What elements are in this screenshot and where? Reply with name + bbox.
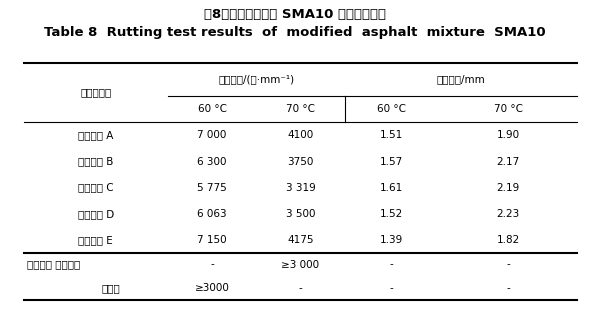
Text: 60 °C: 60 °C <box>197 104 227 114</box>
Text: 动稳定度/(次·mm⁻¹): 动稳定度/(次·mm⁻¹) <box>218 74 294 84</box>
Text: 6 300: 6 300 <box>197 157 227 166</box>
Text: -: - <box>210 260 214 269</box>
Text: -: - <box>390 260 393 269</box>
Text: 改性沥青 A: 改性沥青 A <box>78 131 114 140</box>
Text: 3 319: 3 319 <box>286 183 315 192</box>
Text: 7 150: 7 150 <box>197 235 227 245</box>
Text: -: - <box>506 283 510 293</box>
Text: 车辙深度/mm: 车辙深度/mm <box>436 74 485 84</box>
Text: 改性沥青 D: 改性沥青 D <box>78 209 114 219</box>
Text: 2.17: 2.17 <box>497 157 519 166</box>
Text: 表8改性沥青混合料 SMA10 车辙试验结果: 表8改性沥青混合料 SMA10 车辙试验结果 <box>204 8 385 21</box>
Text: ≥3 000: ≥3 000 <box>282 260 319 269</box>
Text: 1.90: 1.90 <box>497 131 519 140</box>
Text: 1.51: 1.51 <box>380 131 403 140</box>
Text: 4100: 4100 <box>287 131 313 140</box>
Text: 1.82: 1.82 <box>497 235 519 245</box>
Text: 1.39: 1.39 <box>380 235 403 245</box>
Text: -: - <box>506 260 510 269</box>
Text: 6 063: 6 063 <box>197 209 227 219</box>
Text: 改性沥青 C: 改性沥青 C <box>78 183 114 192</box>
Text: 改性沥青 E: 改性沥青 E <box>78 235 113 245</box>
Text: 改性沥青 B: 改性沥青 B <box>78 157 114 166</box>
Text: 1.61: 1.61 <box>380 183 403 192</box>
Text: 技术要求 夏炎热区: 技术要求 夏炎热区 <box>27 260 80 269</box>
Text: 70 °C: 70 °C <box>494 104 522 114</box>
Text: -: - <box>390 283 393 293</box>
Text: -: - <box>299 283 302 293</box>
Text: 3750: 3750 <box>287 157 313 166</box>
Text: 70 °C: 70 °C <box>286 104 315 114</box>
Text: 3 500: 3 500 <box>286 209 315 219</box>
Text: 2.23: 2.23 <box>497 209 519 219</box>
Text: 4175: 4175 <box>287 235 313 245</box>
Text: 7 000: 7 000 <box>197 131 227 140</box>
Text: 60 °C: 60 °C <box>377 104 406 114</box>
Text: 1.57: 1.57 <box>380 157 403 166</box>
Text: 结合料种类: 结合料种类 <box>80 88 111 98</box>
Text: 夏凉区: 夏凉区 <box>101 283 120 293</box>
Text: 2.19: 2.19 <box>497 183 519 192</box>
Text: 5 775: 5 775 <box>197 183 227 192</box>
Text: ≥3000: ≥3000 <box>194 283 230 293</box>
Text: Table 8  Rutting test results  of  modified  asphalt  mixture  SMA10: Table 8 Rutting test results of modified… <box>44 26 545 40</box>
Text: 1.52: 1.52 <box>380 209 403 219</box>
